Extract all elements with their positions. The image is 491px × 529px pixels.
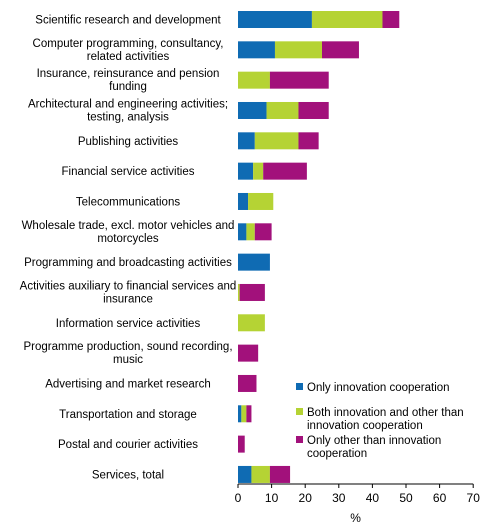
category-label: Advertising and market research: [45, 378, 211, 390]
bar-segment-series1-cat6: [238, 162, 254, 180]
bar-segment-series2-cat6: [253, 162, 264, 180]
bar-segment-series2-cat10: [238, 283, 240, 301]
bar-segment-series3-cat5: [298, 132, 319, 150]
bar-segment-series3-cat3: [269, 71, 329, 89]
category-label-line: Publishing activities: [78, 136, 179, 148]
category-label-line: related activities: [87, 51, 170, 63]
bar-segment-series1-cat2: [238, 41, 275, 59]
category-label: Wholesale trade, excl. motor vehicles an…: [22, 220, 235, 245]
bar-segment-series2-cat16: [251, 465, 270, 483]
legend-label-line: innovation cooperation: [307, 420, 423, 432]
bars-layer: [238, 11, 400, 483]
category-label-line: Services, total: [92, 469, 164, 481]
bar-segment-series1-cat9: [238, 253, 270, 271]
category-label: Architectural and engineering activities…: [28, 98, 228, 123]
bar-segment-series3-cat15: [238, 435, 245, 453]
bar-segment-series2-cat1: [311, 11, 383, 28]
category-label-line: music: [113, 354, 143, 366]
category-label-line: Postal and courier activities: [58, 439, 198, 451]
bar-segment-series1-cat14: [238, 405, 242, 423]
category-label: Scientific research and development: [35, 15, 221, 27]
x-tick-label: 30: [332, 491, 346, 505]
category-label-line: Programming and broadcasting activities: [24, 257, 232, 269]
category-label: Programming and broadcasting activities: [24, 257, 232, 269]
category-label: Activities auxiliary to financial servic…: [20, 280, 237, 305]
category-label: Telecommunications: [76, 196, 180, 208]
category-label: Information service activities: [56, 318, 201, 330]
bar-segment-series1-cat7: [238, 192, 249, 210]
legend-swatch: [296, 408, 303, 415]
bar-segment-series3-cat10: [239, 283, 265, 301]
category-label: Postal and courier activities: [58, 439, 198, 451]
category-label: Programme production, sound recording, mu…: [23, 341, 232, 366]
legend-label-line: Only innovation cooperation: [307, 382, 450, 394]
category-label: Insurance, reinsurance and pension fundin…: [37, 68, 220, 93]
bar-segment-series2-cat8: [246, 223, 255, 241]
x-tick-label: 50: [399, 491, 413, 505]
category-label: Computer programming, consultancy, relate…: [33, 38, 224, 63]
category-label: Financial service activities: [62, 166, 195, 178]
x-axis-label: %: [350, 511, 361, 525]
category-labels: Scientific research and development Compu…: [20, 15, 237, 482]
bar-segment-series2-cat11: [238, 314, 265, 332]
category-label-line: Telecommunications: [76, 196, 180, 208]
x-tick-label: 0: [235, 491, 242, 505]
x-axis-ticks: 0 10 20 30 40 50 60 70: [235, 484, 481, 505]
category-label-line: Information service activities: [56, 318, 201, 330]
category-label: Publishing activities: [78, 136, 179, 148]
bar-segment-series2-cat2: [274, 41, 322, 59]
bar-segment-series1-cat8: [238, 223, 247, 241]
category-label-line: Activities auxiliary to financial servic…: [20, 280, 237, 292]
bar-segment-series3-cat4: [298, 101, 329, 119]
x-tick-label: 70: [467, 491, 481, 505]
bar-segment-series2-cat14: [241, 405, 247, 423]
bar-segment-series3-cat14: [246, 405, 252, 423]
category-label-line: testing, analysis: [87, 111, 169, 123]
legend-swatch: [296, 436, 303, 443]
bar-segment-series2-cat4: [266, 101, 299, 119]
legend-label: Only innovation cooperation: [307, 382, 450, 394]
bar-segment-series3-cat2: [322, 41, 359, 59]
x-tick-label: 60: [433, 491, 447, 505]
bar-segment-series3-cat1: [382, 11, 400, 28]
bar-segment-series2-cat3: [238, 71, 270, 89]
category-label-line: Transportation and storage: [59, 409, 197, 421]
bar-segment-series2-cat5: [254, 132, 299, 150]
bar-segment-series3-cat16: [269, 465, 291, 483]
bar-segment-series3-cat12: [238, 344, 259, 362]
bar-segment-series3-cat8: [254, 223, 272, 241]
category-label-line: insurance: [103, 293, 153, 305]
legend: Only innovation cooperation Both innovati…: [296, 382, 464, 460]
category-label-line: Wholesale trade, excl. motor vehicles an…: [22, 220, 235, 232]
bar-segment-series1-cat5: [238, 132, 255, 150]
legend-label: Only other than innovation cooperation: [307, 435, 441, 460]
legend-label-line: Both innovation and other than: [307, 407, 464, 419]
bar-segment-series2-cat7: [248, 192, 274, 210]
x-tick-label: 40: [366, 491, 380, 505]
category-label: Services, total: [92, 469, 164, 481]
legend-label-line: cooperation: [307, 448, 367, 460]
category-label-line: Architectural and engineering activities…: [28, 98, 228, 110]
bar-segment-series1-cat16: [238, 465, 252, 483]
category-label-line: Computer programming, consultancy,: [33, 38, 224, 50]
legend-label: Both innovation and other than innovation…: [307, 407, 464, 432]
legend-label-line: Only other than innovation: [307, 435, 441, 447]
category-label-line: Insurance, reinsurance and pension: [37, 68, 220, 80]
x-tick-label: 20: [299, 491, 313, 505]
category-label: Transportation and storage: [59, 409, 197, 421]
legend-swatch: [296, 383, 303, 390]
category-label-line: Scientific research and development: [35, 15, 221, 27]
category-label-line: Programme production, sound recording,: [23, 341, 232, 353]
category-label-line: motorcycles: [97, 233, 159, 245]
bar-segment-series1-cat1: [238, 11, 312, 28]
bar-segment-series3-cat6: [263, 162, 307, 180]
x-tick-label: 10: [265, 491, 279, 505]
category-label-line: Financial service activities: [62, 166, 195, 178]
category-label-line: funding: [109, 81, 147, 93]
bar-segment-series3-cat13: [238, 374, 257, 392]
category-label-line: Advertising and market research: [45, 378, 211, 390]
bar-segment-series1-cat4: [238, 101, 267, 119]
